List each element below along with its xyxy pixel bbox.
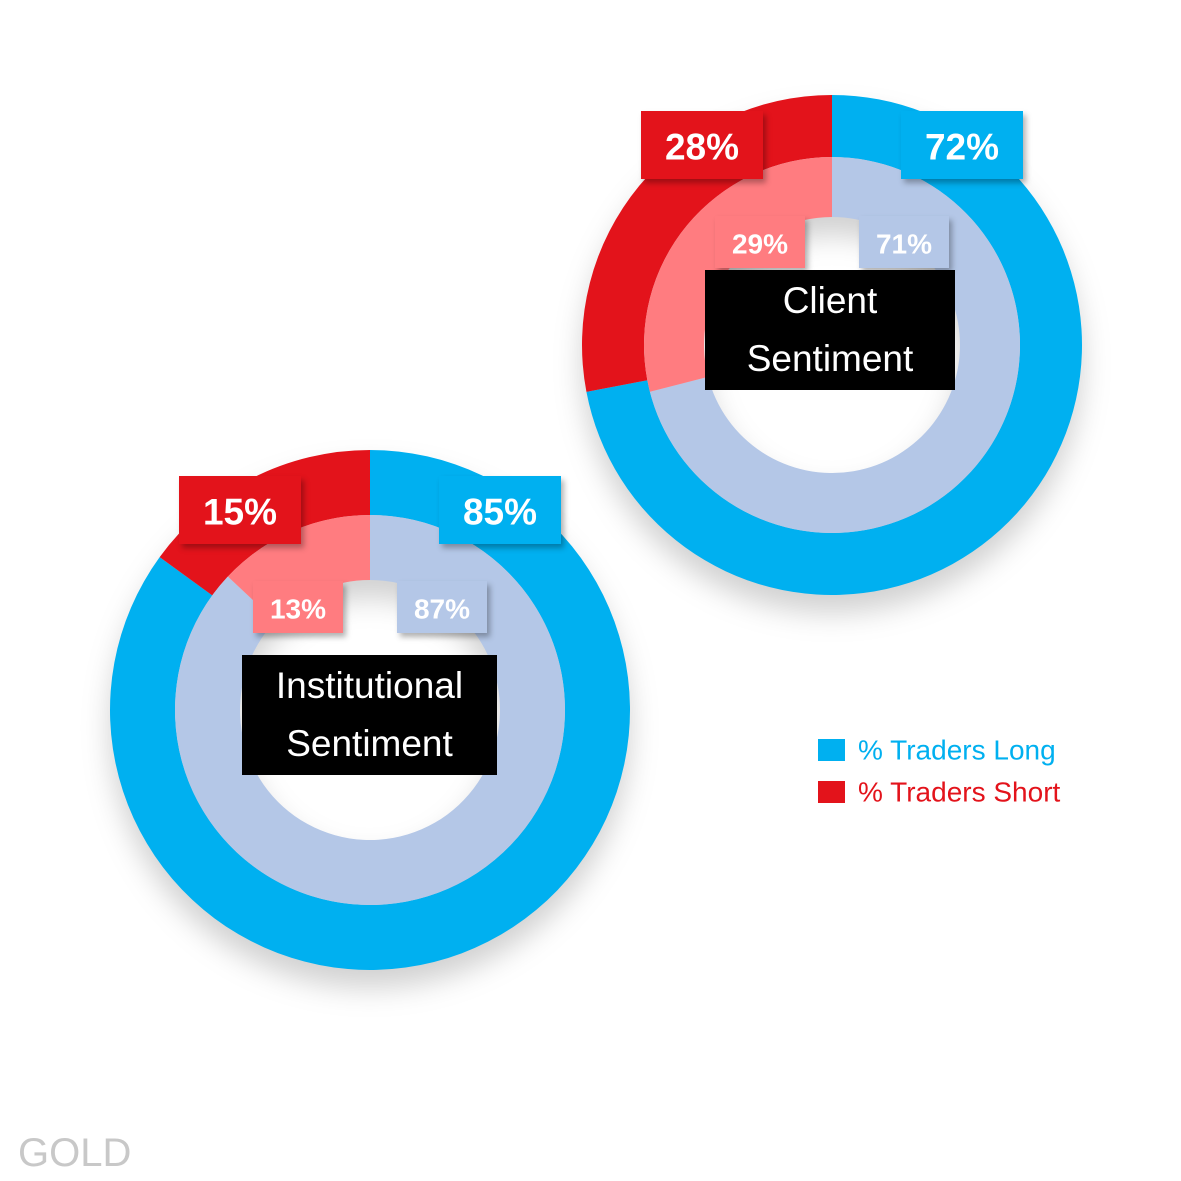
value-label-box: [253, 581, 343, 633]
donut-segment: [581, 95, 832, 392]
value-label: 87%: [414, 594, 470, 625]
value-label: 13%: [270, 594, 326, 625]
value-label-box: [715, 216, 805, 268]
value-label-box: [859, 216, 949, 268]
legend-swatch: [818, 781, 845, 803]
value-label: 72%: [925, 127, 999, 168]
value-label: 29%: [732, 229, 788, 260]
value-label-box: [397, 581, 487, 633]
legend-label: % Traders Long: [858, 735, 1056, 766]
chart-title: Institutional Sentiment: [242, 655, 497, 775]
legend-swatch: [818, 739, 845, 761]
value-label: 85%: [463, 492, 537, 533]
value-label-box: [641, 111, 763, 179]
asset-label: GOLD: [18, 1131, 131, 1175]
value-label-box: [901, 111, 1023, 179]
legend-label: % Traders Short: [858, 777, 1061, 808]
chart-title: Client Sentiment: [705, 270, 955, 390]
donut-segment: [644, 157, 832, 392]
value-label: 15%: [203, 492, 277, 533]
value-label: 28%: [665, 127, 739, 168]
value-label-box: [179, 476, 301, 544]
value-label-box: [439, 476, 561, 544]
value-label: 71%: [876, 229, 932, 260]
